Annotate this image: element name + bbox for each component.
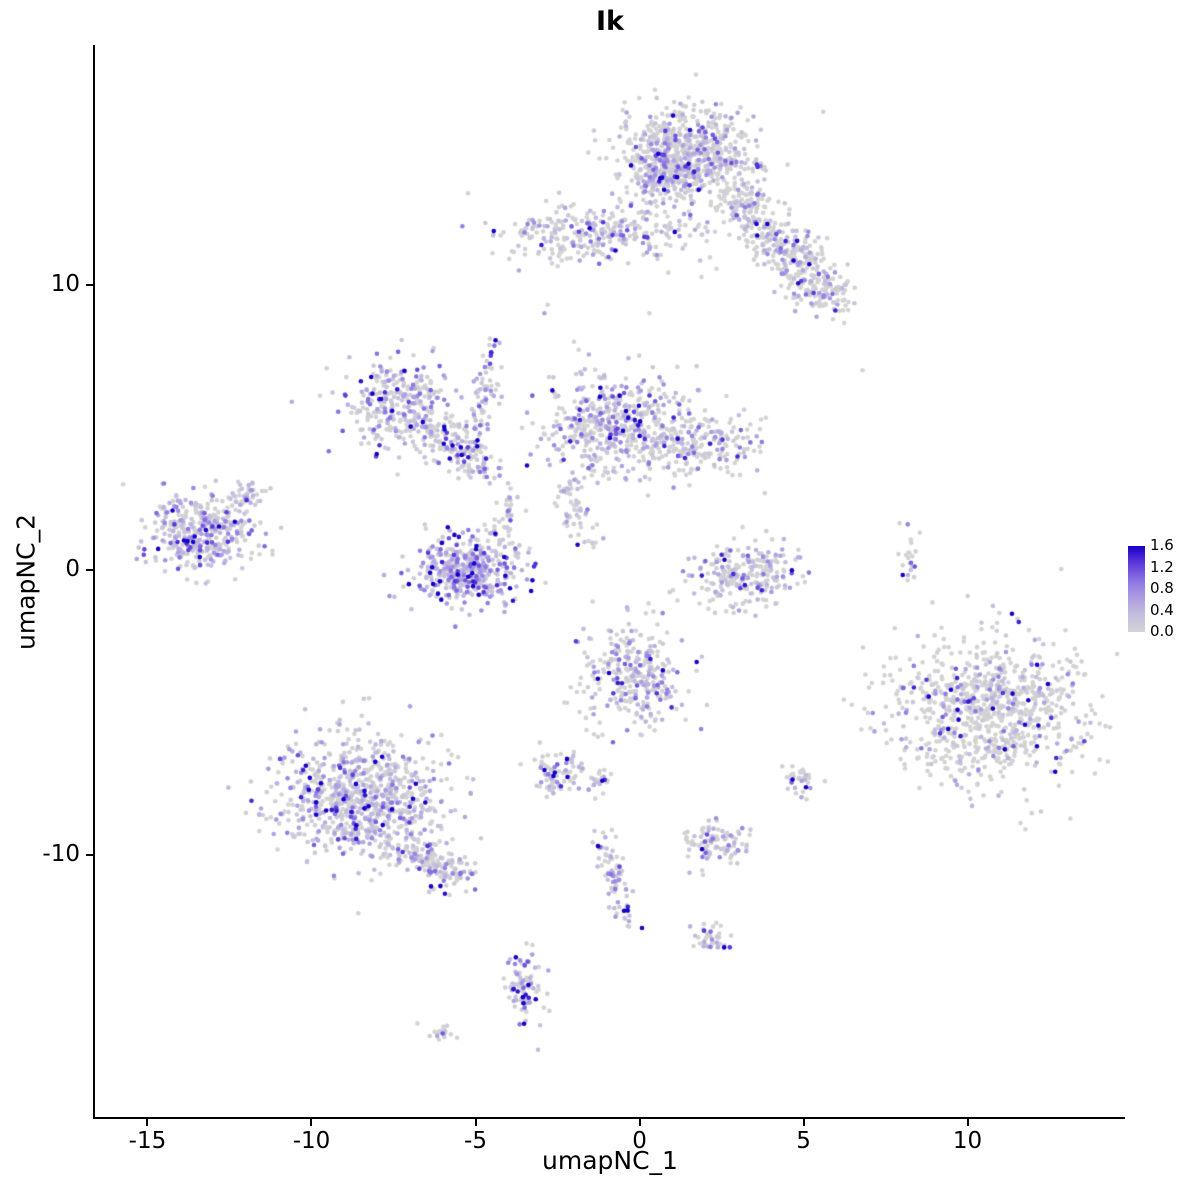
y-axis-title: umapNC_2 xyxy=(11,514,41,650)
y-tick-mark xyxy=(86,283,93,286)
y-tick-mark xyxy=(86,854,93,857)
legend-tick-label: 1.6 xyxy=(1150,536,1174,554)
x-axis-line xyxy=(93,1117,1125,1119)
legend-tick-label: 0.8 xyxy=(1150,579,1174,597)
x-tick-mark xyxy=(146,1119,149,1126)
x-tick-label: -15 xyxy=(128,1128,167,1154)
plot-title: Ik xyxy=(595,6,624,37)
x-tick-label: -5 xyxy=(464,1128,487,1154)
x-tick-mark xyxy=(638,1119,641,1126)
x-tick-label: 5 xyxy=(796,1128,811,1154)
x-tick-mark xyxy=(474,1119,477,1126)
x-axis-title: umapNC_1 xyxy=(542,1146,678,1175)
x-tick-label: -10 xyxy=(292,1128,331,1154)
x-tick-label: 10 xyxy=(952,1128,983,1154)
y-tick-mark xyxy=(86,569,93,572)
y-tick-label: 0 xyxy=(65,556,80,583)
y-tick-label: -10 xyxy=(42,841,80,868)
y-tick-label: 10 xyxy=(50,270,80,297)
y-axis-line xyxy=(93,45,95,1119)
legend-tick-label: 0.0 xyxy=(1150,622,1174,640)
x-tick-mark xyxy=(802,1119,805,1126)
legend-colorbar xyxy=(1128,546,1145,632)
x-tick-mark xyxy=(966,1119,969,1126)
legend-tick-label: 1.2 xyxy=(1150,557,1174,576)
x-tick-label: 0 xyxy=(632,1128,647,1154)
legend-tick-label: 0.4 xyxy=(1150,600,1174,619)
x-tick-mark xyxy=(310,1119,313,1126)
